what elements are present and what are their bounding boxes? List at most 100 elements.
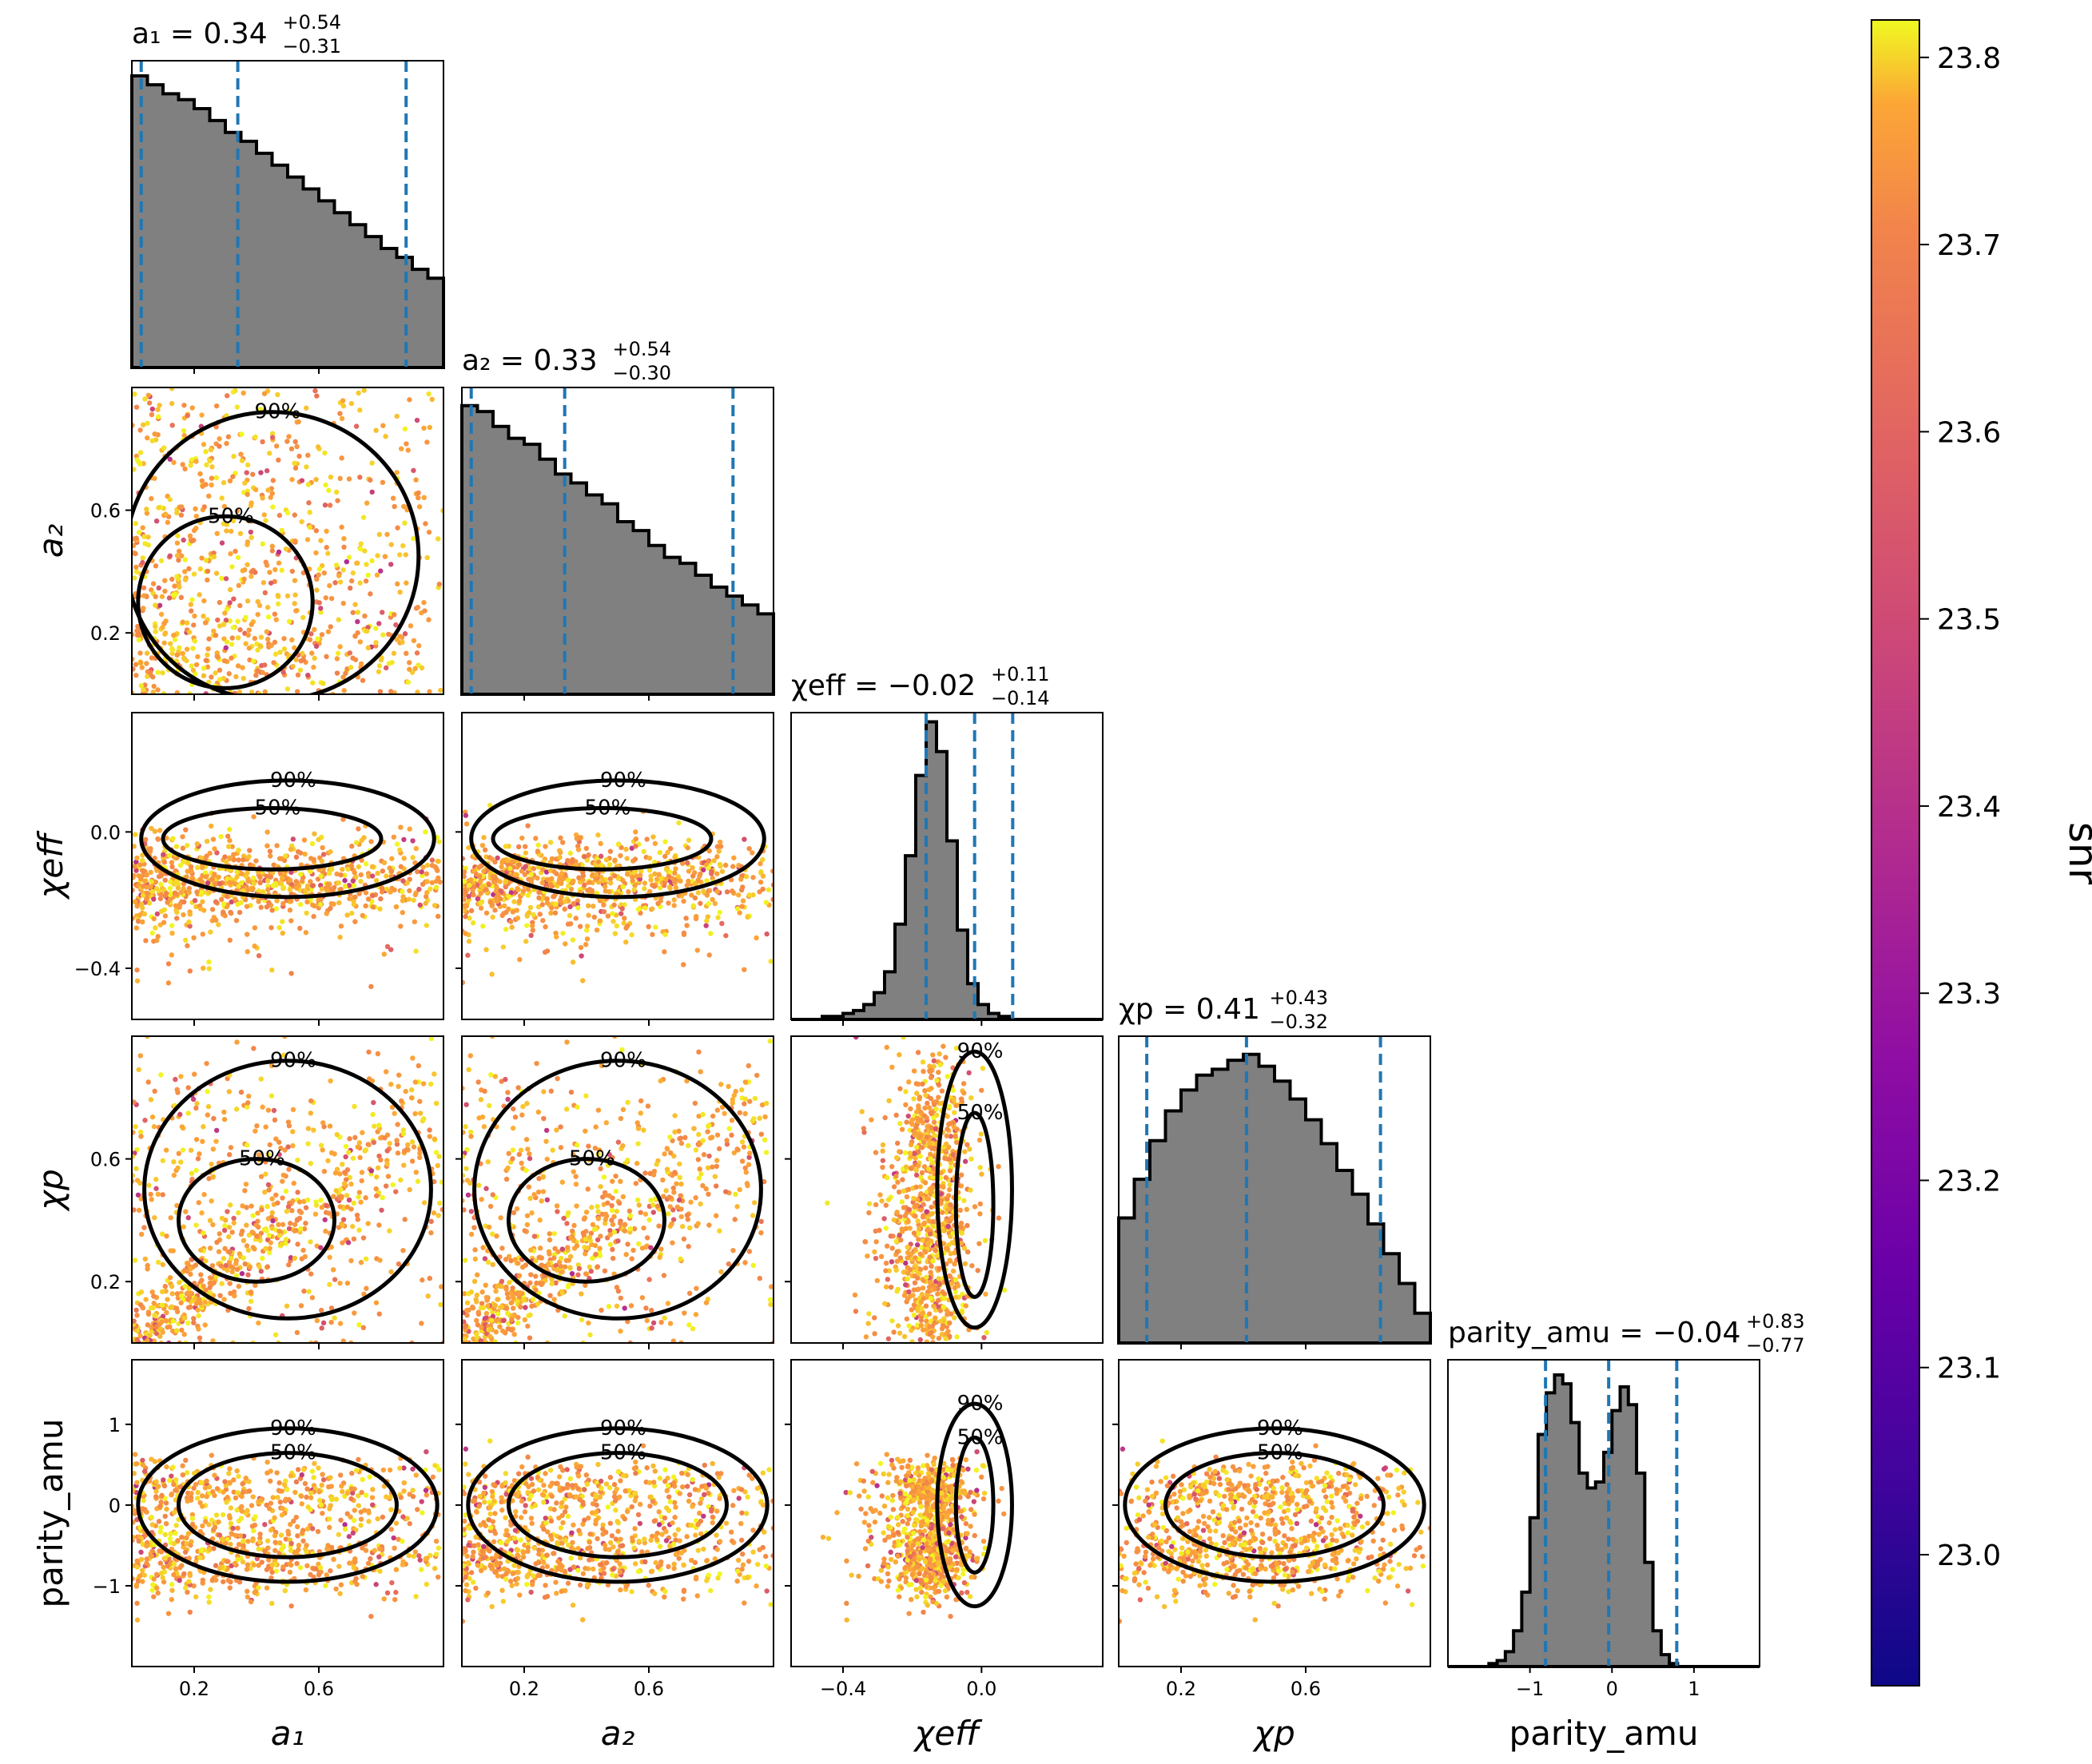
scatter-point — [155, 669, 161, 675]
scatter-point — [571, 1238, 577, 1244]
scatter-point — [487, 900, 493, 905]
scatter-point — [880, 1142, 886, 1148]
scatter-point — [511, 1305, 516, 1311]
scatter-point — [528, 872, 534, 877]
scatter-point — [383, 1069, 389, 1075]
scatter-point — [304, 464, 309, 470]
scatter-point — [370, 892, 376, 899]
scatter-point — [275, 391, 280, 398]
scatter-point — [246, 1093, 252, 1099]
scatter-point — [559, 1290, 565, 1296]
scatter-point — [415, 689, 420, 694]
scatter-point — [480, 1245, 486, 1250]
scatter-point — [369, 489, 375, 495]
scatter-point — [163, 890, 169, 896]
scatter-point — [713, 1213, 719, 1218]
scatter-point — [294, 1329, 300, 1336]
scatter-point — [217, 1293, 223, 1298]
scatter-point — [758, 1131, 765, 1137]
scatter-point — [189, 868, 194, 875]
scatter-point — [490, 914, 495, 920]
scatter-point — [206, 493, 212, 499]
scatter-point — [664, 1146, 670, 1151]
scatter-point — [531, 866, 537, 872]
scatter-point — [693, 1195, 698, 1201]
scatter-point — [290, 1129, 296, 1134]
scatter-point — [365, 572, 371, 578]
scatter-point — [646, 1217, 652, 1223]
scatter-point — [233, 917, 240, 924]
scatter-point — [503, 1176, 510, 1182]
scatter-point — [181, 427, 187, 434]
scatter-point — [698, 1201, 703, 1207]
scatter-point — [373, 427, 379, 433]
scatter-point — [666, 900, 671, 906]
scatter-point — [357, 1154, 363, 1161]
scatter-point — [134, 978, 141, 983]
scatter-point — [479, 1301, 485, 1306]
scatter-point — [564, 1039, 570, 1045]
scatter-point — [199, 1210, 205, 1216]
scatter-point — [535, 1189, 542, 1195]
scatter-point — [556, 848, 563, 853]
scatter-point — [356, 1190, 363, 1195]
scatter-point — [248, 1289, 254, 1295]
scatter-point — [227, 1281, 233, 1286]
scatter-point — [321, 570, 327, 576]
scatter-point — [571, 1169, 576, 1174]
scatter-point — [372, 1123, 377, 1129]
scatter-point — [132, 1099, 137, 1105]
scatter-point — [268, 1063, 275, 1069]
scatter-point — [376, 663, 383, 669]
scatter-point — [508, 1290, 514, 1297]
scatter-point — [511, 859, 517, 865]
scatter-point — [209, 475, 215, 481]
scatter-point — [616, 1200, 622, 1206]
scatter-point — [267, 848, 273, 854]
scatter-point — [151, 916, 157, 922]
scatter-point — [217, 1231, 222, 1237]
scatter-point — [624, 872, 630, 877]
scatter-point — [486, 882, 492, 888]
scatter-point — [420, 1081, 427, 1087]
scatter-point — [217, 436, 222, 442]
scatter-point — [356, 1322, 362, 1328]
scatter-point — [169, 930, 175, 936]
scatter-panel-a2-chi_p: 50%90% — [461, 1035, 774, 1344]
scatter-point — [641, 1225, 646, 1231]
scatter-point — [334, 871, 340, 877]
scatter-point — [549, 876, 555, 881]
scatter-point — [202, 1322, 208, 1328]
scatter-point — [201, 1124, 206, 1130]
scatter-point — [656, 1223, 662, 1229]
scatter-point — [872, 1315, 877, 1321]
scatter-point — [627, 1213, 634, 1219]
scatter-point — [138, 1289, 145, 1295]
scatter-point — [246, 854, 252, 860]
scatter-point — [225, 1267, 230, 1273]
scatter-point — [373, 640, 379, 646]
scatter-point — [149, 930, 155, 936]
scatter-point — [479, 1289, 485, 1295]
scatter-point — [333, 1188, 339, 1194]
scatter-point — [245, 1142, 250, 1148]
scatter-point — [269, 908, 275, 913]
scatter-point — [530, 1297, 536, 1302]
scatter-point — [767, 1039, 773, 1044]
scatter-point — [222, 1246, 228, 1252]
scatter-point — [320, 852, 327, 857]
scatter-point — [328, 886, 335, 892]
scatter-point — [961, 1198, 967, 1203]
scatter-point — [390, 495, 396, 501]
scatter-point — [583, 1093, 589, 1099]
scatter-point — [758, 1218, 764, 1225]
scatter-point — [304, 899, 310, 905]
scatter-point — [324, 1202, 329, 1209]
scatter-point — [487, 802, 493, 808]
scatter-point — [424, 923, 430, 928]
scatter-point — [701, 1152, 707, 1158]
scatter-point — [533, 836, 539, 841]
scatter-point — [236, 1210, 241, 1216]
scatter-point — [149, 438, 155, 443]
scatter-point — [629, 1256, 634, 1261]
